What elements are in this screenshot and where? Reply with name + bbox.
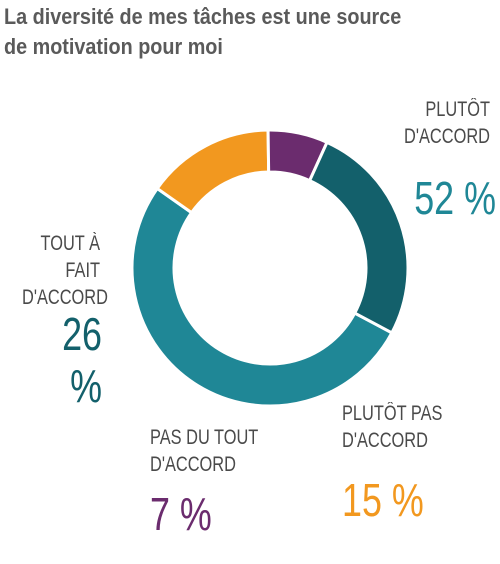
donut-slice-plutot-pas-daccord <box>155 128 271 215</box>
slice-label-tout-a-fait-daccord: TOUT À FAIT D'ACCORD <box>22 230 108 311</box>
chart-title-line-2: de motivation pour moi <box>4 34 223 59</box>
slice-value-plutot-daccord: 52 % <box>414 172 496 224</box>
slice-label-line: PLUTÔT <box>425 98 490 121</box>
slice-label-plutot-daccord: PLUTÔT D'ACCORD <box>334 96 490 150</box>
slice-value-plutot-pas-daccord: 15 % <box>342 474 424 526</box>
slice-label-line: D'ACCORD <box>150 453 236 476</box>
slice-label-line: D'ACCORD <box>22 286 108 309</box>
slice-label-line: PLUTÔT PAS <box>342 402 443 425</box>
slice-label-line: TOUT À FAIT <box>40 232 100 282</box>
slice-value-pas-du-tout-daccord: 7 % <box>150 488 212 540</box>
donut-slice-plutot-daccord <box>130 186 394 408</box>
slice-value-tout-a-fait-daccord: 26 % <box>62 308 102 412</box>
chart-title-line-1: La diversité de mes tâches est une sourc… <box>4 4 402 29</box>
slice-label-pas-du-tout-daccord: PAS DU TOUT D'ACCORD <box>150 424 290 478</box>
chart-title: La diversité de mes tâches est une sourc… <box>4 2 445 62</box>
donut-slice-tout-a-fait-daccord <box>307 140 410 335</box>
slice-label-line: D'ACCORD <box>404 125 490 148</box>
slice-label-line: D'ACCORD <box>342 429 428 452</box>
slice-label-plutot-pas-daccord: PLUTÔT PAS D'ACCORD <box>342 400 459 454</box>
slice-label-line: PAS DU TOUT <box>150 426 259 449</box>
